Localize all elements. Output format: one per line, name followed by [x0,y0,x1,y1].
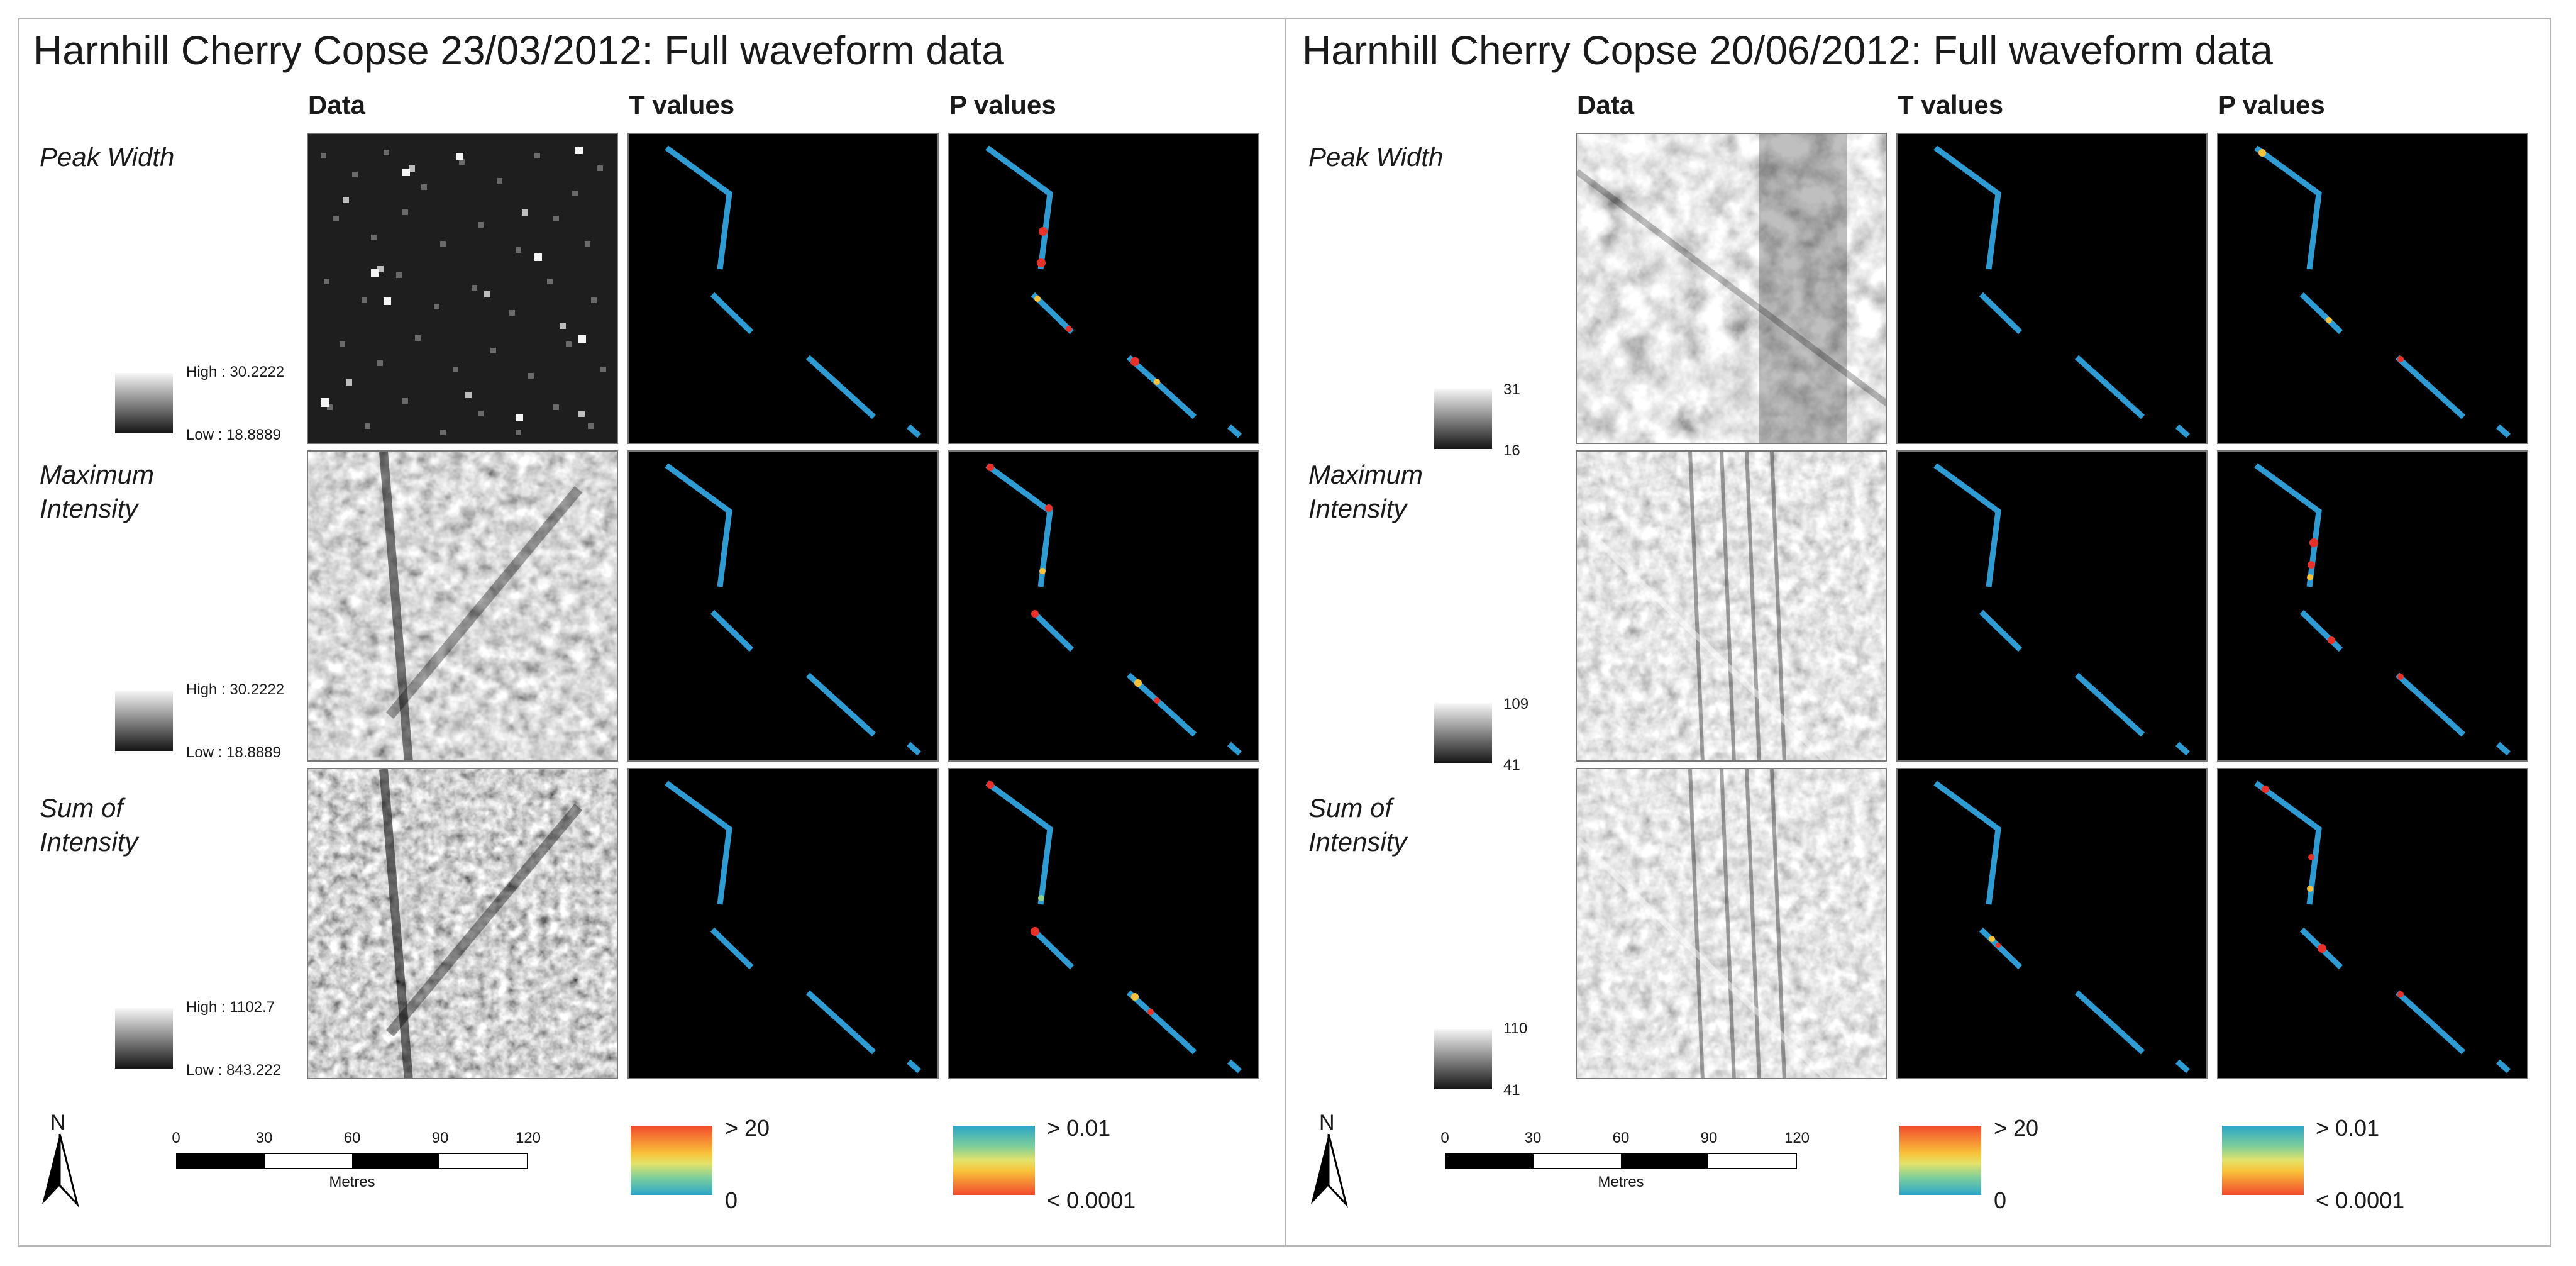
data-image-peak-width [1576,133,1887,444]
t-values-map-peak-width [627,133,939,444]
scale-tick: 0 [172,1130,180,1147]
column-header-data: Data [308,90,366,119]
data-image-sum-of-intensity [307,768,618,1079]
legend-low-maximum-intensity: Low : 18.8889 [186,744,281,761]
data-image-sum-of-intensity [1576,768,1887,1079]
data-image-maximum-intensity [307,450,618,762]
column-header-p-values: P values [949,90,1056,119]
legend-high-sum-of-intensity: High : 1102.7 [186,999,275,1016]
t-legend-low: 0 [1994,1187,2007,1213]
legend-high-maximum-intensity: 109 [1503,696,1529,713]
p-values-map-maximum-intensity [2217,450,2528,762]
t-values-map-sum-of-intensity [1896,768,2208,1079]
row-label-maximum-intensity: Maximum Intensity [40,460,155,523]
p-values-map-peak-width [2217,133,2528,444]
column-header-data: Data [1577,90,1635,119]
north-arrow-icon [42,1134,79,1208]
legend-high-sum-of-intensity: 110 [1503,1020,1528,1037]
p-values-map-maximum-intensity [948,450,1259,762]
t-values-colour-ramp [631,1126,712,1195]
greyscale-legend-maximum-intensity [115,691,173,751]
t-values-colour-ramp [1899,1126,1981,1195]
row-label-maximum-intensity: Maximum Intensity [1308,460,1423,523]
t-values-map-maximum-intensity [627,450,939,762]
column-header-t-values: T values [1898,90,2004,119]
scale-unit: Metres [329,1174,375,1191]
p-legend-high: > 0.01 [1047,1115,1111,1141]
legend-high-peak-width: High : 30.2222 [186,364,285,380]
row-label-peak-width: Peak Width [1308,142,1444,172]
scale-tick: 90 [1700,1130,1718,1147]
north-label: N [1319,1111,1335,1135]
greyscale-legend-peak-width [1434,389,1492,449]
column-header-p-values: P values [2218,90,2325,119]
panel-june: Harnhill Cherry Copse 20/06/2012: Full w… [1286,18,2544,1247]
p-legend-low: < 0.0001 [2316,1187,2405,1213]
t-legend-high: > 20 [725,1115,770,1141]
p-values-map-peak-width [948,133,1259,444]
t-values-map-sum-of-intensity [627,768,939,1079]
scale-tick: 30 [1524,1130,1542,1147]
p-values-map-sum-of-intensity [2217,768,2528,1079]
legend-high-maximum-intensity: High : 30.2222 [186,681,285,698]
t-legend-high: > 20 [1994,1115,2039,1141]
scale-unit: Metres [1598,1174,1644,1191]
north-label: N [50,1111,66,1135]
p-values-map-sum-of-intensity [948,768,1259,1079]
legend-low-maximum-intensity: 41 [1503,757,1520,774]
greyscale-legend-maximum-intensity [1434,703,1492,763]
scale-tick: 30 [255,1130,273,1147]
scale-bar [176,1153,528,1169]
row-label-sum-of-intensity: Sum of Intensity [40,793,138,857]
north-arrow-icon [1311,1134,1348,1208]
scale-tick: 60 [1612,1130,1630,1147]
scale-bar [1445,1153,1797,1169]
column-header-t-values: T values [629,90,735,119]
p-legend-high: > 0.01 [2316,1115,2380,1141]
panel-title: Harnhill Cherry Copse 20/06/2012: Full w… [1302,28,2273,73]
row-label-peak-width: Peak Width [40,142,175,172]
scale-tick: 120 [1784,1130,1810,1147]
p-values-colour-ramp [953,1126,1035,1195]
legend-high-peak-width: 31 [1503,381,1520,398]
legend-low-sum-of-intensity: 41 [1503,1082,1520,1099]
t-values-map-peak-width [1896,133,2208,444]
greyscale-legend-sum-of-intensity [115,1008,173,1069]
panel-march: Harnhill Cherry Copse 23/03/2012: Full w… [18,18,1275,1247]
scale-tick: 120 [515,1130,541,1147]
panel-title: Harnhill Cherry Copse 23/03/2012: Full w… [33,28,1004,73]
panel-divider [1285,18,1286,1247]
t-values-map-maximum-intensity [1896,450,2208,762]
row-label-sum-of-intensity: Sum of Intensity [1308,793,1407,857]
legend-low-peak-width: Low : 18.8889 [186,426,281,443]
scale-tick: 0 [1440,1130,1449,1147]
scale-tick: 90 [431,1130,449,1147]
p-legend-low: < 0.0001 [1047,1187,1136,1213]
legend-low-sum-of-intensity: Low : 843.222 [186,1062,281,1079]
scale-tick: 60 [343,1130,361,1147]
p-values-colour-ramp [2222,1126,2304,1195]
greyscale-legend-sum-of-intensity [1434,1029,1492,1089]
legend-low-peak-width: 16 [1503,442,1520,459]
data-image-maximum-intensity [1576,450,1887,762]
greyscale-legend-peak-width [115,373,173,433]
data-image-peak-width [307,133,618,444]
t-legend-low: 0 [725,1187,738,1213]
